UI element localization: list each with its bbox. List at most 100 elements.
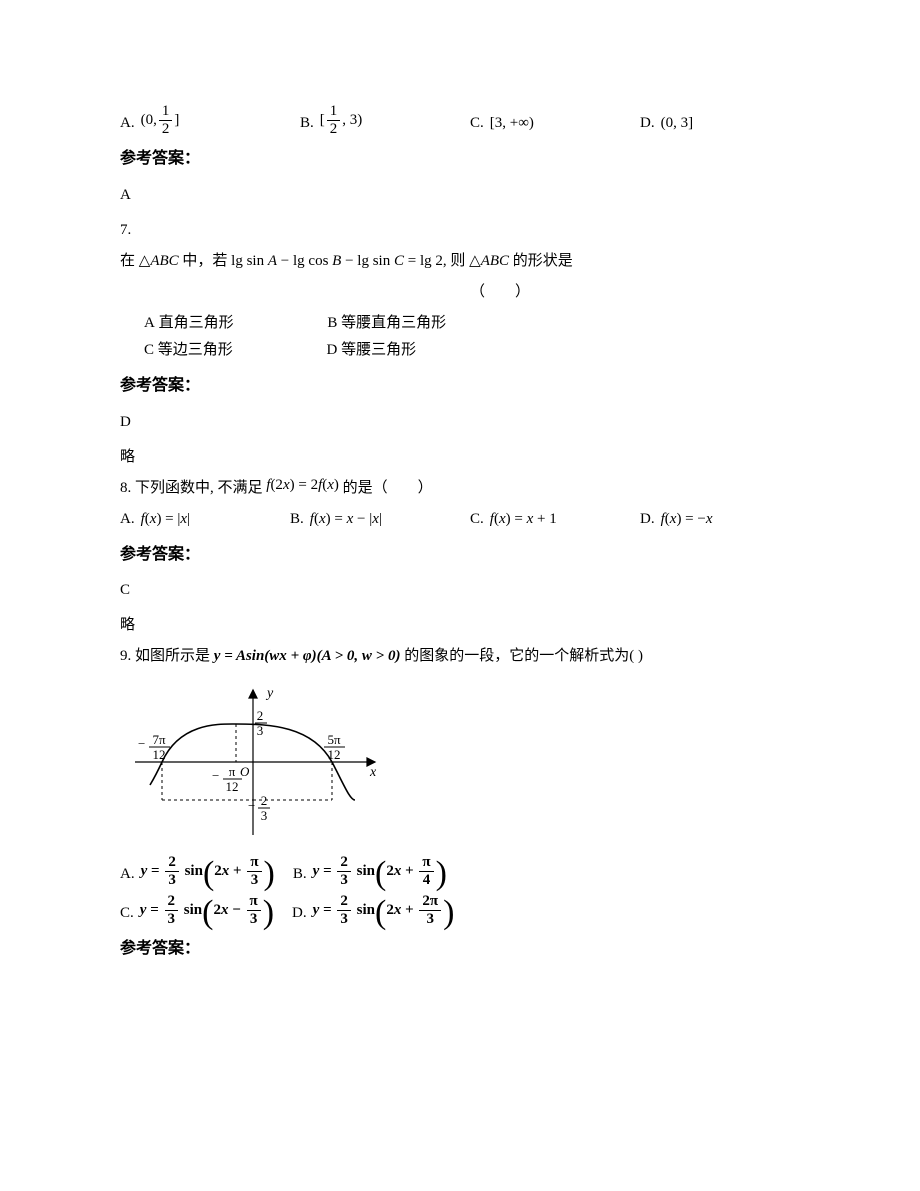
svg-text:y: y xyxy=(265,686,274,701)
svg-text:3: 3 xyxy=(257,723,264,738)
svg-text:12: 12 xyxy=(226,779,239,794)
option-text: 等腰三角形 xyxy=(341,342,416,358)
q6-answer: A xyxy=(120,182,800,209)
q9-option-d: D. y = 23 sin( 2x + 2π3 ) xyxy=(292,894,454,927)
option-label: A. xyxy=(120,861,135,888)
page: A. (0,12] B. [12, 3) C. [3, +∞) D. (0, 3… xyxy=(0,0,920,1191)
q8-option-b: B. f(x) = x − |x| xyxy=(290,506,470,533)
text: 则 xyxy=(450,253,469,269)
option-label: A. xyxy=(120,110,135,137)
math-expr: [3, +∞) xyxy=(490,110,534,137)
math-expr: (0, 3] xyxy=(661,110,694,137)
text: 下列函数中, 不满足 xyxy=(135,480,263,496)
formula: y = 23 sin( 2x + 2π3 ) xyxy=(313,894,455,927)
formula: y = Asin(wx + φ)(A > 0, w > 0) xyxy=(214,648,401,664)
q7-paren: （ ） xyxy=(280,279,720,306)
sine-graph: y x O 2 3 − 2 3 − 7π 12 xyxy=(120,680,390,845)
q9-option-b: B. y = 23 sin( 2x + π4 ) xyxy=(293,855,447,888)
svg-text:3: 3 xyxy=(261,808,268,823)
svg-text:5π: 5π xyxy=(327,732,341,747)
formula: y = 23 sin( 2x − π3 ) xyxy=(140,894,274,927)
q7-options-row2: C 等边三角形 D 等腰三角形 xyxy=(144,337,800,364)
q7-number: 7. xyxy=(120,217,800,244)
q7-option-c: C 等边三角形 xyxy=(144,337,233,364)
text: 的图象的一段，它的一个解析式为( ) xyxy=(404,648,643,664)
q6-option-c: C. [3, +∞) xyxy=(470,110,640,137)
q8-option-a: A. f(x) = |x| xyxy=(120,506,290,533)
q6-option-b: B. [12, 3) xyxy=(300,104,470,137)
q6-options-row: A. (0,12] B. [12, 3) C. [3, +∞) D. (0, 3… xyxy=(120,104,800,137)
q-number: 9. xyxy=(120,648,135,664)
option-label: B. xyxy=(293,861,307,888)
q7-options-row1: A 直角三角形 B 等腰直角三角形 xyxy=(144,310,800,337)
q6-option-d: D. (0, 3] xyxy=(640,110,693,137)
option-label: B xyxy=(327,315,337,331)
svg-text:−: − xyxy=(138,736,145,751)
option-label: D. xyxy=(292,900,307,927)
svg-text:−: − xyxy=(248,798,255,813)
option-text: 等腰直角三角形 xyxy=(341,315,446,331)
option-label: A xyxy=(144,315,155,331)
option-label: D. xyxy=(640,506,655,533)
formula: f(2x) = 2f(x) xyxy=(266,477,339,493)
math-expr: [12, 3) xyxy=(320,104,363,137)
q9-stem: 9. 如图所示是 y = Asin(wx + φ)(A > 0, w > 0) … xyxy=(120,643,800,670)
svg-text:7π: 7π xyxy=(152,732,166,747)
q9-options-row2: C. y = 23 sin( 2x − π3 ) D. y = 23 sin( … xyxy=(120,894,800,927)
option-label: D xyxy=(327,342,338,358)
q8-answer: C xyxy=(120,577,800,604)
q7-option-b: B 等腰直角三角形 xyxy=(327,310,446,337)
text: 的形状是 xyxy=(513,253,573,269)
q7-option-d: D 等腰三角形 xyxy=(327,337,417,364)
q8-option-d: D. f(x) = −x xyxy=(640,506,713,533)
svg-text:12: 12 xyxy=(153,747,166,762)
text: 如图所示是 xyxy=(135,648,214,664)
formula: f(x) = x − |x| xyxy=(310,506,382,533)
option-label: D. xyxy=(640,110,655,137)
q9-option-a: A. y = 23 sin( 2x + π3 ) xyxy=(120,855,275,888)
formula: f(x) = −x xyxy=(661,506,713,533)
formula: f(x) = |x| xyxy=(141,506,191,533)
svg-text:12: 12 xyxy=(328,747,341,762)
q8-options-row: A. f(x) = |x| B. f(x) = x − |x| C. f(x) … xyxy=(120,506,800,533)
answer-label: 参考答案： xyxy=(120,372,800,401)
svg-text:−: − xyxy=(212,768,219,783)
text: 中，若 xyxy=(182,253,231,269)
q9-option-c: C. y = 23 sin( 2x − π3 ) xyxy=(120,894,274,927)
answer-label: 参考答案： xyxy=(120,541,800,570)
q-number: 8. xyxy=(120,480,135,496)
option-label: C. xyxy=(120,900,134,927)
formula: y = 23 sin( 2x + π3 ) xyxy=(141,855,275,888)
q9-chart: y x O 2 3 − 2 3 − 7π 12 xyxy=(120,680,800,845)
formula: y = 23 sin( 2x + π4 ) xyxy=(313,855,447,888)
answer-label: 参考答案： xyxy=(120,145,800,174)
option-text: 等边三角形 xyxy=(158,342,233,358)
formula: f(x) = x + 1 xyxy=(490,506,557,533)
math-expr: (0,12] xyxy=(141,104,180,137)
option-label: C. xyxy=(470,506,484,533)
formula: lg sin A − lg cos B − lg sin C = lg 2, xyxy=(231,253,446,269)
triangle: △ABC xyxy=(139,253,179,269)
option-label: B. xyxy=(300,110,314,137)
text: 在 xyxy=(120,253,135,269)
option-label: C. xyxy=(470,110,484,137)
svg-text:O: O xyxy=(240,764,250,779)
option-label: A. xyxy=(120,506,135,533)
svg-text:2: 2 xyxy=(261,793,268,808)
answer-label: 参考答案： xyxy=(120,935,800,964)
q8-note: 略 xyxy=(120,612,800,639)
q7-stem: 在 △ABC 中，若 lg sin A − lg cos B − lg sin … xyxy=(120,248,800,275)
text: 的是（ ） xyxy=(343,480,433,496)
option-text: 直角三角形 xyxy=(159,315,234,331)
svg-text:π: π xyxy=(229,764,236,779)
q8-stem: 8. 下列函数中, 不满足 f(2x) = 2f(x) 的是（ ） xyxy=(120,475,800,502)
option-label: B. xyxy=(290,506,304,533)
q7-note: 略 xyxy=(120,444,800,471)
svg-text:2: 2 xyxy=(257,708,264,723)
q7-option-a: A 直角三角形 xyxy=(144,310,234,337)
q7-answer: D xyxy=(120,409,800,436)
q8-option-c: C. f(x) = x + 1 xyxy=(470,506,640,533)
option-label: C xyxy=(144,342,154,358)
q6-option-a: A. (0,12] xyxy=(120,104,300,137)
svg-text:x: x xyxy=(369,765,377,780)
